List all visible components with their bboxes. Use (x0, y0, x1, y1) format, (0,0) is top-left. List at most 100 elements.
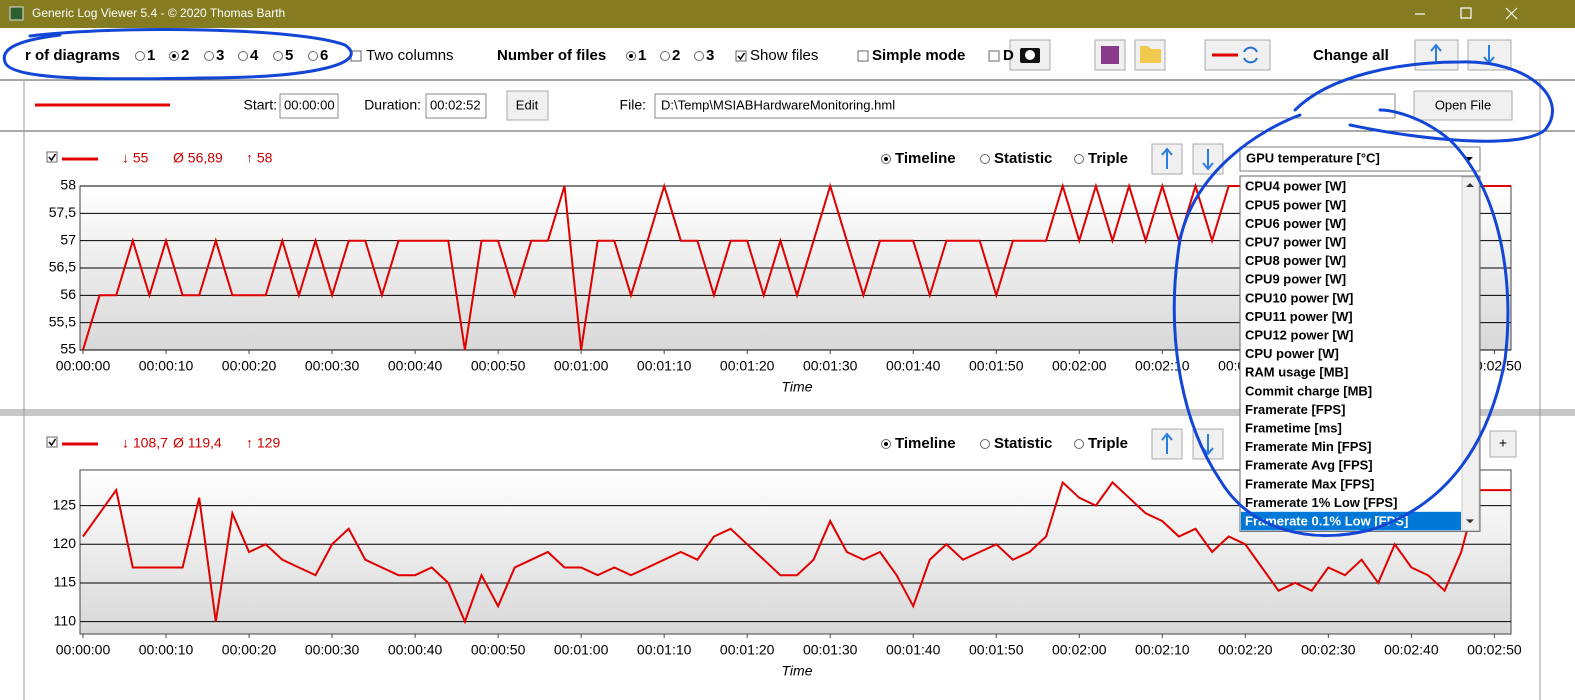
save-icon (1101, 46, 1119, 64)
x-tick-label: 00:01:00 (554, 642, 609, 658)
diagrams-option[interactable]: 2 (181, 47, 189, 64)
dropdown-item[interactable]: Framerate 0.1% Low [FPS] (1245, 514, 1408, 529)
x-tick-label: 00:01:20 (720, 642, 775, 658)
radio-dot (884, 442, 888, 446)
stat-min: ↓ 108,7 (122, 435, 168, 451)
arrow-down-icon (1202, 149, 1214, 171)
maximize-button[interactable] (1460, 7, 1472, 19)
dropdown-item[interactable]: CPU8 power [W] (1245, 253, 1346, 268)
dropdown-item[interactable]: Frametime [ms] (1245, 421, 1342, 436)
checkbox[interactable] (857, 50, 869, 62)
dropdown-item[interactable]: Framerate 1% Low [FPS] (1245, 495, 1397, 510)
show-files-label[interactable]: Show files (750, 47, 818, 64)
start-input[interactable] (279, 93, 339, 119)
dropdown-item[interactable]: CPU power [W] (1245, 346, 1339, 361)
radio-button[interactable] (1074, 439, 1084, 449)
stat-max: ↑ 129 (246, 435, 280, 451)
radio-button[interactable] (273, 51, 283, 61)
option-label[interactable]: D (1003, 47, 1014, 64)
radio-button[interactable] (1074, 154, 1084, 164)
checkbox[interactable] (988, 50, 1000, 62)
radio-button[interactable] (980, 439, 990, 449)
view-option[interactable]: Triple (1088, 435, 1128, 452)
scroll-up-arrow (1466, 183, 1474, 187)
view-option[interactable]: Statistic (994, 150, 1052, 167)
stat-avg: Ø 119,4 (173, 435, 222, 451)
radio-button[interactable] (980, 154, 990, 164)
files-option[interactable]: 1 (638, 47, 646, 64)
checkbox[interactable] (46, 436, 58, 448)
data-line (82, 480, 1511, 625)
view-option[interactable]: Timeline (895, 150, 956, 167)
duration-label: Duration: (364, 97, 421, 113)
diagrams-option[interactable]: 4 (250, 47, 259, 64)
two-columns-label[interactable]: Two columns (366, 47, 454, 64)
toolbar (0, 28, 1575, 80)
diagrams-option[interactable]: 5 (285, 47, 293, 64)
x-tick-label: 00:00:00 (56, 358, 111, 374)
view-option[interactable]: Statistic (994, 435, 1052, 452)
checkbox[interactable] (735, 50, 747, 62)
dropdown-item[interactable]: CPU11 power [W] (1245, 309, 1353, 324)
x-tick-label: 00:01:10 (637, 358, 692, 374)
x-tick-label: 00:00:40 (388, 358, 443, 374)
radio-button[interactable] (660, 51, 670, 61)
duration-input[interactable] (425, 93, 487, 119)
radio-dot (172, 54, 176, 58)
x-tick-label: 00:01:30 (803, 358, 858, 374)
dropdown-scrollbar[interactable] (1461, 176, 1480, 531)
y-tick-label: 57,5 (49, 204, 76, 220)
open-file-button[interactable] (1413, 90, 1513, 121)
x-tick-label: 00:01:40 (886, 358, 941, 374)
dropdown-item[interactable]: Framerate Max [FPS] (1245, 476, 1374, 491)
radio-button[interactable] (308, 51, 318, 61)
radio-button[interactable] (135, 51, 145, 61)
channel-combobox[interactable] (1239, 146, 1481, 172)
camera-lens (1025, 50, 1035, 60)
arrow-up-icon (1430, 43, 1442, 63)
stat-max: ↑ 58 (246, 150, 273, 166)
diagrams-option[interactable]: 3 (216, 47, 224, 64)
files-option[interactable]: 3 (706, 47, 714, 64)
view-option[interactable]: Triple (1088, 150, 1128, 167)
view-option[interactable]: Timeline (895, 435, 956, 452)
x-tick-label: 00:00:10 (139, 642, 194, 658)
check-mark (737, 52, 746, 61)
checkbox[interactable] (46, 151, 58, 163)
edit-button[interactable] (506, 90, 549, 121)
arrow-up-icon (1161, 432, 1173, 454)
simple-mode-label[interactable]: Simple mode (872, 47, 965, 64)
add-button[interactable] (1489, 430, 1517, 458)
stat-min: ↓ 55 (122, 150, 149, 166)
file-input[interactable] (654, 93, 1396, 119)
dropdown-item[interactable]: Framerate Avg [FPS] (1245, 458, 1373, 473)
files-option[interactable]: 2 (672, 47, 680, 64)
edit-label: Edit (516, 97, 539, 112)
x-tick-label: 00:00:50 (471, 642, 526, 658)
dropdown-item[interactable]: RAM usage [MB] (1245, 365, 1348, 380)
dropdown-item[interactable]: CPU6 power [W] (1245, 216, 1346, 231)
dropdown-item[interactable]: CPU10 power [W] (1245, 290, 1353, 305)
panel-splitter[interactable] (0, 409, 1575, 416)
dropdown-item[interactable]: CPU7 power [W] (1245, 235, 1346, 250)
x-tick-label: 00:00:20 (222, 358, 277, 374)
diagrams-option[interactable]: 1 (147, 47, 155, 64)
window-title: Generic Log Viewer 5.4 - © 2020 Thomas B… (32, 6, 285, 20)
dropdown-item[interactable]: CPU9 power [W] (1245, 272, 1346, 287)
dropdown-item[interactable]: CPU12 power [W] (1245, 328, 1353, 343)
radio-button[interactable] (238, 51, 248, 61)
x-tick-label: 00:00:20 (222, 642, 277, 658)
radio-button[interactable] (694, 51, 704, 61)
dropdown-item[interactable]: Framerate [FPS] (1245, 402, 1345, 417)
dropdown-item[interactable]: Framerate Min [FPS] (1245, 439, 1371, 454)
radio-button[interactable] (204, 51, 214, 61)
dropdown-item[interactable]: CPU4 power [W] (1245, 179, 1346, 194)
dropdown-item[interactable]: CPU5 power [W] (1245, 197, 1346, 212)
dropdown-item[interactable]: Commit charge [MB] (1245, 383, 1372, 398)
close-button[interactable] (1505, 7, 1518, 20)
x-tick-label: 00:00:30 (305, 358, 360, 374)
diagrams-option[interactable]: 6 (320, 47, 328, 64)
check-mark (48, 153, 57, 162)
open-file-label: Open File (1435, 97, 1491, 112)
y-tick-label: 58 (60, 177, 76, 193)
